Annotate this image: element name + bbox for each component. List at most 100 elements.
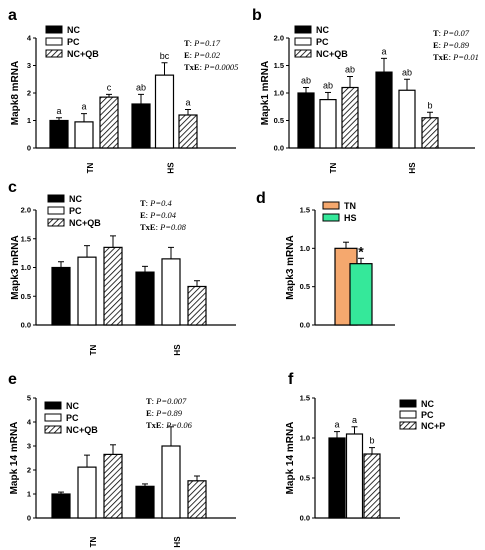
legend-label: PC	[421, 410, 434, 420]
bar-pc	[398, 89, 416, 149]
y-tick-label: 1.0	[274, 89, 284, 98]
y-tick-label: 0.5	[21, 292, 31, 301]
bar-nc-qb	[99, 96, 119, 149]
legend-label: TN	[344, 201, 356, 211]
y-tick-label: 0	[27, 144, 31, 153]
legend-swatch	[44, 413, 62, 422]
legend-label: NC+P	[421, 421, 445, 431]
bar-nc-qb	[187, 480, 207, 519]
legend-swatch	[322, 201, 340, 210]
stat-line: TxE: P=0.0005	[184, 62, 238, 72]
y-axis-label: Mapk3 mRNA	[285, 235, 296, 299]
y-tick-label: 0.0	[300, 321, 310, 330]
y-tick-label: 1.5	[21, 234, 31, 243]
bar-nc	[375, 71, 393, 149]
bar-nc-p	[363, 453, 381, 519]
y-tick-label: 4	[27, 418, 32, 427]
category-label: HS	[167, 162, 176, 174]
bar-pc	[77, 466, 97, 519]
significance-letter: b	[369, 436, 374, 446]
panel-letter: e	[8, 371, 17, 388]
category-label: TN	[86, 162, 95, 173]
legend-swatch	[47, 218, 65, 227]
legend-label: NC+QB	[67, 49, 99, 59]
legend-swatch	[294, 37, 312, 46]
significance-letter: ab	[323, 80, 333, 90]
stat-line: E: P=0.04	[140, 210, 177, 220]
legend-label: NC	[66, 401, 79, 411]
bar-nc-qb	[187, 285, 207, 326]
y-tick-label: 0.5	[274, 116, 284, 125]
y-tick-label: 2	[27, 89, 31, 98]
y-tick-label: 1.5	[300, 206, 310, 215]
significance-letter: a	[81, 102, 86, 112]
legend-label: PC	[316, 37, 329, 47]
panel-letter: c	[8, 179, 17, 196]
y-tick-label: 2	[27, 466, 31, 475]
legend-swatch	[399, 410, 417, 419]
legend-swatch	[399, 399, 417, 408]
bar-hs	[349, 263, 373, 326]
bar-nc	[51, 493, 71, 519]
category-label: TN	[89, 536, 98, 547]
bar-pc	[319, 98, 337, 149]
y-axis-label: Mapk3 mRNA	[10, 235, 21, 299]
bar-pc	[154, 74, 175, 149]
legend-label: NC	[316, 25, 329, 35]
panel-d: d 0.0 0.5 1.0 1.5 Mapk3 mRNA * TN HS	[256, 190, 395, 330]
legend-swatch	[45, 25, 63, 34]
bar-nc-qb	[421, 117, 439, 149]
legend-swatch	[47, 194, 65, 203]
panel-e: e 0 1 2 3 4 5 Mapk 14 mRNA TN HS NC PC NC+QB T: P=0.0…	[8, 371, 236, 548]
bar-nc-qb	[178, 114, 198, 149]
category-label: TN	[89, 344, 98, 355]
significance-letter: bc	[160, 51, 170, 61]
significance-letter: a	[381, 46, 386, 56]
y-tick-label: 0.0	[274, 144, 284, 153]
bar-pc	[345, 433, 364, 519]
significance-letter: ab	[402, 67, 412, 77]
legend-label: NC	[421, 399, 434, 409]
stat-line: TxE: P=0.01	[433, 52, 479, 62]
legend-swatch	[45, 37, 63, 46]
y-tick-label: 1.0	[300, 434, 310, 443]
significance-star: *	[358, 243, 364, 259]
panel-letter: f	[288, 371, 294, 388]
stat-line: E: P=0.89	[146, 408, 183, 418]
stat-line: T: P=0.4	[140, 198, 172, 208]
panel-letter: b	[252, 7, 262, 24]
significance-letter: ab	[301, 76, 311, 86]
y-axis-label: Mapk 14 mRNA	[9, 422, 20, 495]
significance-letter: a	[334, 420, 339, 430]
stat-line: TxE: P=0.06	[146, 420, 193, 430]
y-axis-label: Mapk1 mRNA	[260, 61, 271, 125]
legend-label: PC	[66, 413, 79, 423]
y-tick-label: 1	[27, 116, 31, 125]
bar-pc	[77, 256, 97, 326]
y-axis-label: Mapk8 mRNA	[10, 61, 21, 125]
stat-line: E: P=0.89	[433, 40, 470, 50]
bar-nc	[297, 92, 315, 149]
panel-c: c 0.0 0.5 1.0 1.5 2.0 Mapk3 mRNA TN HS NC PC NC+QB T…	[8, 179, 236, 356]
y-tick-label: 3	[27, 61, 31, 70]
bar-nc	[49, 119, 69, 149]
legend-swatch	[47, 206, 65, 215]
bar-nc-qb	[341, 86, 359, 149]
legend-swatch	[44, 425, 62, 434]
bar-nc	[135, 271, 155, 326]
panel-b: b 0.0 0.5 1.0 1.5 2.0 Mapk1 mRNA ab ab ab TN a ab b HS…	[252, 7, 479, 174]
bar-nc	[51, 266, 71, 326]
significance-letter: c	[107, 82, 112, 92]
y-tick-label: 3	[27, 442, 31, 451]
y-tick-label: 1.0	[21, 263, 31, 272]
y-tick-label: 0.5	[300, 282, 310, 291]
bar-nc-qb	[103, 246, 123, 326]
legend-swatch	[399, 421, 417, 430]
panel-letter: d	[256, 190, 266, 207]
bar-pc	[74, 121, 94, 149]
y-tick-label: 0.0	[21, 321, 31, 330]
category-label: HS	[408, 162, 417, 174]
legend-label: PC	[67, 37, 80, 47]
significance-letter: ab	[136, 82, 146, 92]
